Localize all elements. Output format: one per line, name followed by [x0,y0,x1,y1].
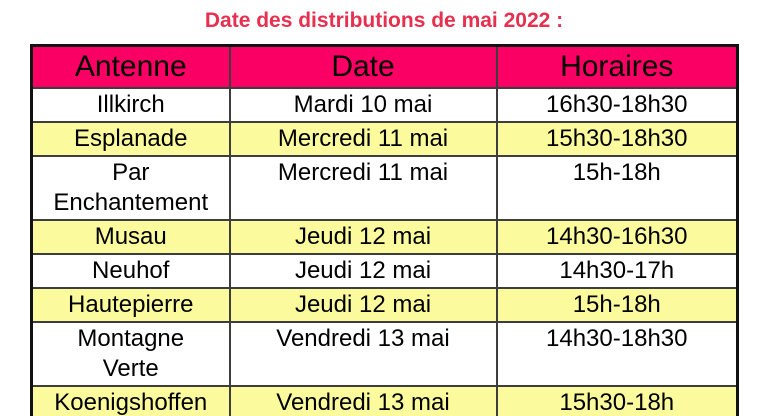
antenne-cell: Hautepierre [30,287,231,323]
antenne-cell: Koenigshoffen [30,385,231,416]
table-body: Illkirch Mardi 10 mai 16h30-18h30 Esplan… [30,87,739,416]
table-row: Hautepierre Jeudi 12 mai 15h-18h [30,287,739,323]
antenne-cell: Musau [30,219,231,255]
antenne-cell: Par Enchantement [30,155,231,221]
horaires-cell: 14h30-17h [495,253,739,289]
table-row: Musau Jeudi 12 mai 14h30-16h30 [30,219,739,255]
page-title: Date des distributions de mai 2022 : [204,9,564,32]
date-cell: Jeudi 12 mai [228,219,498,255]
header-cell-horaires: Horaires [495,44,739,89]
horaires-cell: 14h30-18h30 [495,321,739,387]
table-row: Neuhof Jeudi 12 mai 14h30-17h [30,253,739,289]
antenne-cell: Neuhof [30,253,231,289]
date-cell: Vendredi 13 mai [228,385,498,416]
table-row: Montagne Verte Vendredi 13 mai 14h30-18h… [30,321,739,387]
date-cell: Vendredi 13 mai [228,321,498,387]
horaires-cell: 15h30-18h [495,385,739,416]
header-cell-date: Date [228,44,498,89]
horaires-cell: 14h30-16h30 [495,219,739,255]
table-row: Illkirch Mardi 10 mai 16h30-18h30 [30,87,739,123]
distribution-table: Antenne Date Horaires Illkirch Mardi 10 … [30,44,739,416]
table-header: Antenne Date Horaires [30,44,739,89]
date-cell: Mardi 10 mai [228,87,498,123]
table-row: Koenigshoffen Vendredi 13 mai 15h30-18h [30,385,739,416]
antenne-cell: Illkirch [30,87,231,123]
date-cell: Mercredi 11 mai [228,155,498,221]
date-cell: Jeudi 12 mai [228,253,498,289]
horaires-cell: 15h-18h [495,287,739,323]
date-cell: Mercredi 11 mai [228,121,498,157]
table-row: Par Enchantement Mercredi 11 mai 15h-18h [30,155,739,221]
date-cell: Jeudi 12 mai [228,287,498,323]
horaires-cell: 15h-18h [495,155,739,221]
antenne-cell: Esplanade [30,121,231,157]
table-row: Esplanade Mercredi 11 mai 15h30-18h30 [30,121,739,157]
header-row: Antenne Date Horaires [30,44,739,89]
horaires-cell: 15h30-18h30 [495,121,739,157]
header-cell-antenne: Antenne [30,44,231,89]
antenne-cell: Montagne Verte [30,321,231,387]
horaires-cell: 16h30-18h30 [495,87,739,123]
